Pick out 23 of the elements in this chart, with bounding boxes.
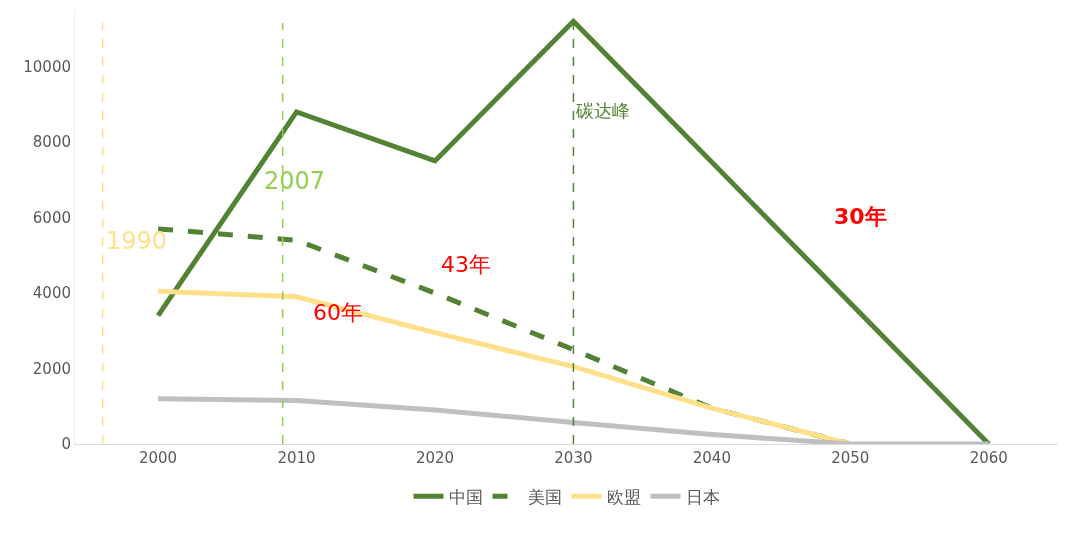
y-tick-label: 4000 (32, 284, 71, 303)
y-tick-label: 2000 (32, 359, 71, 378)
y-tick-label: 0 (61, 435, 71, 454)
y-tick-label: 8000 (32, 133, 71, 152)
y-tick-label: 10000 (23, 57, 71, 76)
annotation: 1990 (106, 227, 168, 255)
annotation: 43年 (441, 252, 491, 277)
annotation: 60年 (313, 300, 363, 325)
annotation: 30年 (834, 204, 887, 229)
ref-line-label: 碳达峰 (575, 100, 630, 121)
x-tick-label: 2020 (415, 449, 455, 467)
legend-label: 欧盟 (606, 486, 641, 507)
x-tick-label: 2000 (138, 449, 178, 467)
annotation: 2007 (264, 167, 326, 195)
legend-label: 日本 (685, 486, 720, 507)
x-tick-label: 2060 (969, 449, 1008, 467)
x-tick-label: 2040 (692, 449, 731, 467)
y-tick-label: 6000 (32, 208, 71, 227)
legend-label: 中国 (448, 486, 483, 507)
x-tick-label: 2050 (831, 449, 870, 467)
x-tick-label: 2030 (554, 449, 593, 467)
legend-label: 美国 (527, 486, 562, 507)
x-tick-label: 2010 (277, 449, 316, 467)
